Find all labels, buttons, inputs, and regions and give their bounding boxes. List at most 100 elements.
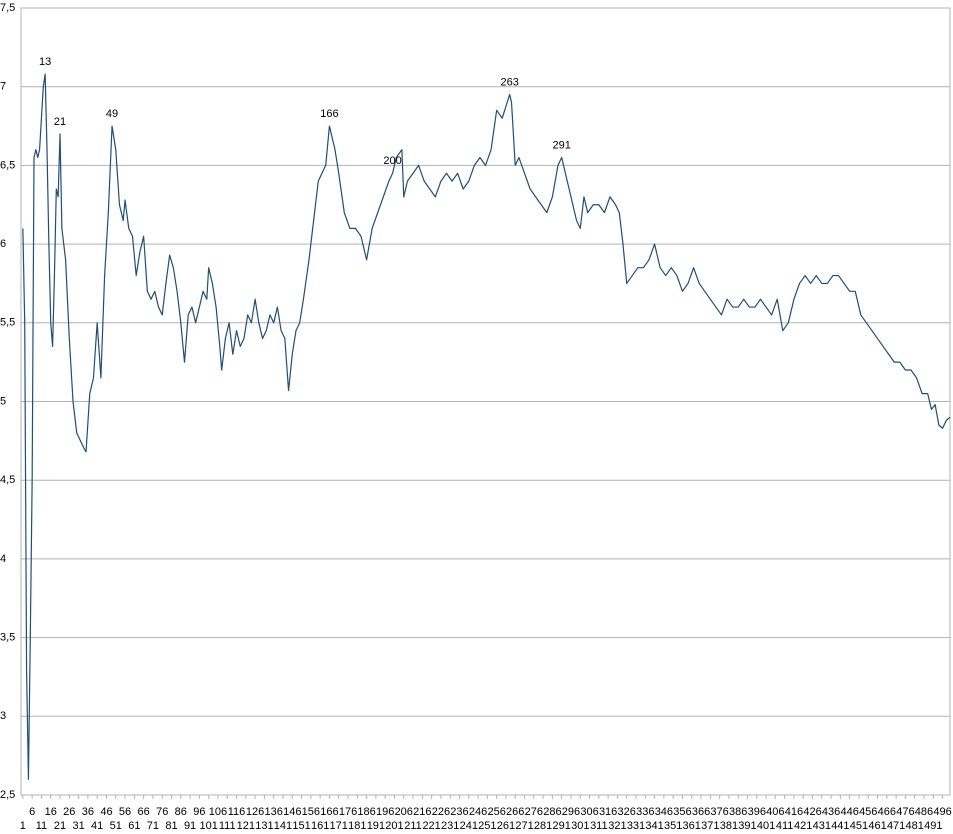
x-tick-label: 16 [45, 806, 57, 818]
x-tick-label: 216 [413, 806, 431, 818]
annotation: 263 [500, 76, 518, 88]
y-tick-label: 7 [0, 81, 6, 93]
x-tick-label: 166 [320, 806, 338, 818]
x-tick-label: 431 [813, 820, 831, 832]
annotation: 49 [106, 108, 118, 120]
x-tick-label: 381 [720, 820, 738, 832]
x-tick-label: 296 [562, 806, 580, 818]
y-tick-label: 3,5 [0, 632, 15, 644]
x-tick-label: 466 [878, 806, 896, 818]
x-tick-label: 211 [404, 820, 422, 832]
annotation: 13 [39, 56, 51, 68]
x-tick-label: 41 [91, 820, 103, 832]
x-tick-label: 341 [645, 820, 663, 832]
x-tick-label: 51 [110, 820, 122, 832]
x-tick-label: 141 [274, 820, 292, 832]
x-tick-label: 411 [776, 820, 794, 832]
x-tick-label: 461 [868, 820, 886, 832]
x-tick-label: 401 [757, 820, 775, 832]
y-tick-label: 3 [0, 710, 6, 722]
x-tick-label: 476 [896, 806, 914, 818]
x-tick-label: 251 [478, 820, 496, 832]
x-tick-label: 206 [395, 806, 413, 818]
x-tick-label: 106 [209, 806, 227, 818]
x-tick-label: 96 [193, 806, 205, 818]
x-tick-label: 291 [552, 820, 570, 832]
y-tick-label: 4,5 [0, 474, 15, 486]
x-tick-label: 146 [283, 806, 301, 818]
x-tick-label: 306 [580, 806, 598, 818]
x-tick-label: 136 [265, 806, 283, 818]
x-tick-label: 31 [72, 820, 84, 832]
x-tick-label: 101 [199, 820, 217, 832]
x-tick-label: 111 [219, 820, 236, 832]
x-tick-label: 161 [311, 820, 329, 832]
y-tick-label: 2,5 [0, 789, 15, 801]
x-tick-label: 196 [376, 806, 394, 818]
x-tick-label: 241 [460, 820, 478, 832]
x-tick-label: 451 [850, 820, 868, 832]
x-tick-label: 416 [785, 806, 803, 818]
y-tick-label: 6,5 [0, 159, 15, 171]
x-tick-label: 266 [506, 806, 524, 818]
x-tick-label: 126 [246, 806, 264, 818]
x-tick-label: 231 [441, 820, 459, 832]
y-tick-label: 6 [0, 238, 6, 250]
annotation: 200 [383, 155, 401, 167]
x-tick-label: 131 [255, 820, 273, 832]
x-tick-label: 221 [422, 820, 440, 832]
x-tick-label: 396 [748, 806, 766, 818]
annotation: 166 [320, 108, 338, 120]
x-tick-label: 6 [29, 806, 35, 818]
x-tick-label: 71 [147, 820, 159, 832]
x-tick-label: 481 [906, 820, 924, 832]
x-tick-label: 376 [710, 806, 728, 818]
x-tick-label: 81 [165, 820, 177, 832]
x-tick-label: 446 [840, 806, 858, 818]
x-tick-label: 331 [627, 820, 645, 832]
x-tick-label: 286 [543, 806, 561, 818]
x-tick-label: 56 [119, 806, 131, 818]
x-tick-label: 191 [367, 820, 385, 832]
x-tick-label: 346 [655, 806, 673, 818]
x-tick-label: 491 [924, 820, 942, 832]
x-tick-label: 26 [63, 806, 75, 818]
x-tick-label: 496 [933, 806, 951, 818]
x-tick-label: 301 [571, 820, 589, 832]
x-tick-label: 116 [228, 806, 246, 818]
x-tick-label: 151 [292, 820, 310, 832]
x-tick-label: 171 [330, 820, 348, 832]
x-tick-label: 441 [831, 820, 849, 832]
x-tick-label: 226 [432, 806, 450, 818]
x-tick-label: 256 [487, 806, 505, 818]
x-tick-label: 181 [348, 820, 366, 832]
x-tick-label: 176 [339, 806, 357, 818]
x-tick-label: 91 [184, 820, 196, 832]
line [22, 73, 951, 780]
x-tick-label: 36 [82, 806, 94, 818]
y-tick-label: 5,5 [0, 317, 15, 329]
x-tick-label: 186 [357, 806, 375, 818]
x-tick-label: 66 [138, 806, 150, 818]
x-tick-label: 246 [469, 806, 487, 818]
annotation: 291 [552, 139, 570, 151]
x-tick-label: 356 [673, 806, 691, 818]
x-tick-label: 276 [525, 806, 543, 818]
x-tick-label: 86 [175, 806, 187, 818]
x-tick-label: 271 [515, 820, 533, 832]
x-tick-label: 261 [497, 820, 515, 832]
x-tick-label: 486 [915, 806, 933, 818]
x-tick-label: 236 [450, 806, 468, 818]
x-tick-label: 391 [738, 820, 756, 832]
x-tick-label: 326 [618, 806, 636, 818]
y-tick-label: 4 [0, 553, 6, 565]
x-tick-label: 406 [766, 806, 784, 818]
x-tick-label: 336 [636, 806, 654, 818]
x-tick-label: 11 [36, 820, 47, 832]
x-tick-label: 121 [237, 820, 255, 832]
annotation: 21 [54, 116, 66, 128]
x-tick-label: 201 [385, 820, 403, 832]
x-tick-label: 471 [887, 820, 905, 832]
